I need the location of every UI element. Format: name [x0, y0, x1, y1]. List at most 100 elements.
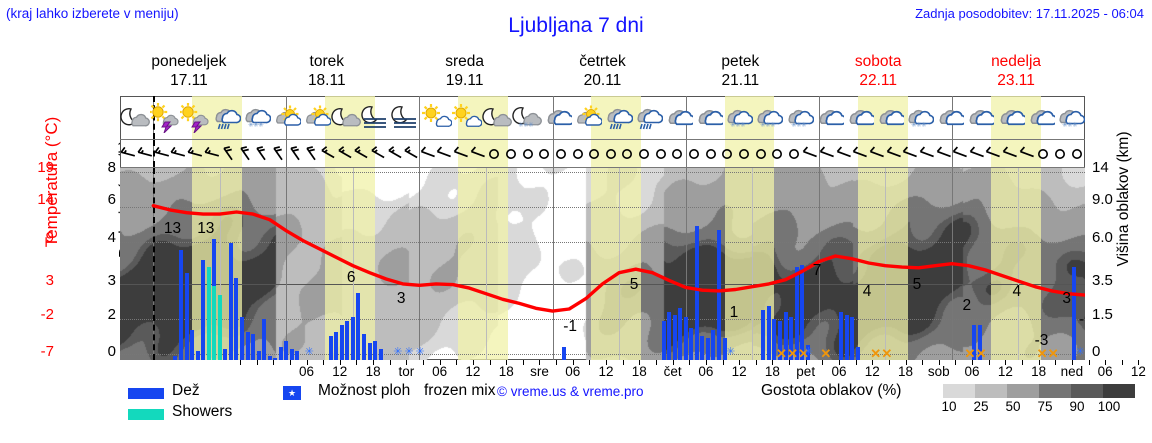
temperature-label: -0: [1079, 310, 1085, 328]
day-header-nedelja: nedelja 23.11: [947, 52, 1085, 91]
calm-wind-icon: [736, 140, 753, 167]
svg-text:✳: ✳: [916, 121, 922, 129]
day-separator: [552, 140, 554, 167]
rain-bar: [179, 249, 183, 360]
cloud-icon: [542, 96, 573, 139]
svg-text:✳: ✳: [760, 121, 766, 129]
time-tick: [888, 360, 890, 365]
wind-barb-icon: [985, 140, 1002, 167]
day-separator: [419, 96, 421, 139]
cloud-sun-icon: [301, 96, 332, 139]
calm-wind-icon: [686, 140, 703, 167]
wind-barb-icon: [469, 140, 486, 167]
precipitation-bars-layer: [120, 168, 1085, 360]
chance-of-showers-marker: ✳: [1075, 346, 1085, 358]
calm-wind-icon: [1052, 140, 1069, 167]
calm-wind-icon: [769, 140, 786, 167]
frozen-mix-marker: ✕: [964, 346, 976, 360]
day-header-torek: torek 18.11: [258, 52, 396, 91]
temperature-tick-2: 9: [45, 229, 54, 246]
wind-barb-icon: [935, 140, 952, 167]
wind-barb-icon: [902, 140, 919, 167]
calm-wind-icon: [536, 140, 553, 167]
calm-wind-icon: [719, 140, 736, 167]
page-title: Ljubljana 7 dni: [508, 14, 644, 37]
frozen-mix-marker: ✕: [975, 346, 987, 360]
time-tick: [489, 360, 491, 365]
time-tick: [240, 360, 241, 365]
night-bands-layer: [120, 168, 1085, 360]
day-date: 18.11: [307, 72, 346, 90]
showers-bar: [206, 266, 211, 360]
time-label: 12: [1130, 364, 1146, 379]
last-update-label: Zadnja posodobitev: 17.11.2025 - 06:04: [915, 6, 1144, 21]
cloud-density-tick: 75: [1037, 399, 1053, 414]
wind-barb-icon: [802, 140, 819, 167]
temperature-label: 13: [163, 220, 182, 238]
time-label: 18: [1031, 364, 1047, 379]
cloud-density-tick: 100: [1097, 399, 1121, 414]
wind-barb-icon: [453, 140, 470, 167]
time-tick: [1055, 360, 1057, 365]
svg-text:✳: ✳: [735, 121, 741, 129]
temperature-tick-3: 3: [45, 272, 54, 289]
rain-bar: [850, 316, 855, 360]
rain-bar: [240, 316, 244, 360]
cloud-sun-icon: [572, 96, 603, 139]
time-tick: [606, 360, 608, 365]
svg-text:✳: ✳: [791, 121, 797, 129]
svg-text:✳: ✳: [1062, 121, 1068, 129]
day-separator: [818, 168, 820, 360]
calm-wind-icon: [652, 140, 669, 167]
time-tick: [423, 360, 425, 365]
weather-icon-strip: ✳ ✳ ✳ ✳ ✳ ✳ ✳ ✳ ✳ ✳ ✳ ✳ ✳ ✳ ✳ ✳ ✳ ✳ ✳ ✳ ✳: [120, 96, 1085, 140]
time-tick: [755, 360, 757, 365]
gridline-v: [752, 168, 754, 360]
moon-cloud-icon: [331, 96, 362, 139]
temperature-label: -1: [563, 317, 578, 335]
wind-barb-icon: [303, 140, 320, 167]
svg-text:✳: ✳: [258, 121, 264, 129]
time-label: 12: [731, 364, 747, 379]
day-header-petek: petek 21.11: [671, 52, 809, 91]
temperature-value-labels: 13 13 3 6 -1 5 1 7 4 5 2 4 -3 3 -0: [120, 168, 1085, 360]
cloud-density-tick: 50: [1005, 399, 1021, 414]
wind-barb-icon: [419, 140, 436, 167]
time-label: 18: [631, 364, 647, 379]
rain-bar: [672, 314, 677, 360]
rain-bar: [561, 347, 566, 360]
temperature-axis-title: Temperatura (°C): [42, 116, 61, 248]
cloud-density-swatch: [1007, 384, 1039, 398]
gridline-h: [120, 207, 1085, 209]
rain-bar: [234, 277, 239, 360]
precipitation-tick-0: 8: [107, 159, 116, 176]
time-tick: [439, 360, 441, 365]
rain-bar: [356, 292, 361, 360]
temperature-label: 1: [729, 303, 739, 321]
day-separator: [818, 140, 820, 167]
cloud-icon: [964, 96, 995, 139]
chance-of-showers-marker: ✳: [415, 346, 425, 358]
temperature-label: 13: [197, 220, 215, 238]
day-name: sreda: [445, 53, 485, 70]
time-tick: [705, 360, 707, 365]
chance-of-showers-marker: ✳: [304, 346, 314, 358]
wind-barb-icon: [220, 140, 237, 167]
wind-barb-icon: [336, 140, 353, 167]
calm-wind-icon: [553, 140, 570, 167]
time-tick: [556, 360, 558, 365]
time-tick: [872, 360, 874, 365]
time-label: tor: [398, 364, 415, 379]
rain-bar: [223, 349, 228, 360]
time-tick: [572, 360, 574, 365]
day-separator: [685, 140, 687, 167]
day-date: 19.11: [445, 72, 484, 90]
cloud-icon: [934, 96, 965, 139]
wind-barb-icon: [236, 140, 253, 167]
cloud-height-tick-5: 0: [1092, 343, 1101, 360]
rain-bar: [689, 327, 694, 360]
cloud-sun-icon: [271, 96, 301, 139]
copyright-label[interactable]: © vreme.us & vreme.pro: [497, 384, 644, 399]
time-label: sob: [927, 364, 950, 379]
wind-barb-icon: [852, 140, 869, 167]
